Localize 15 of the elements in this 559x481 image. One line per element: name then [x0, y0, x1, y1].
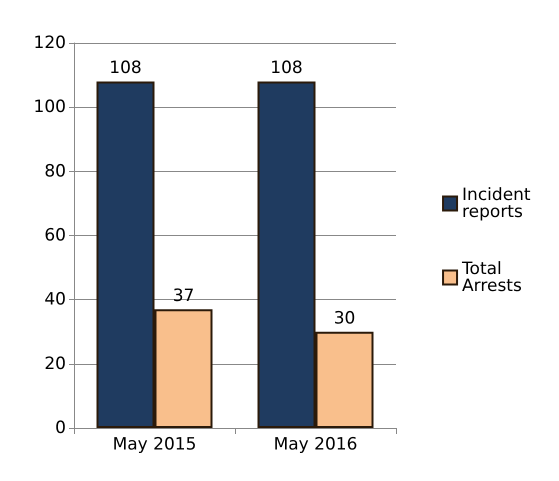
- data-label: 108: [270, 58, 303, 78]
- y-tick-label: 60: [44, 226, 66, 246]
- data-label: 37: [172, 286, 194, 306]
- y-tick-label: 20: [44, 354, 66, 374]
- data-label: 30: [334, 308, 356, 328]
- y-tick-label: 40: [44, 290, 66, 310]
- y-tick-label: 0: [55, 418, 66, 438]
- data-label: 108: [109, 58, 142, 78]
- legend-label: Incident reports: [462, 185, 536, 222]
- y-tick-label: 80: [44, 161, 66, 182]
- x-tick-label: May 2016: [274, 434, 358, 454]
- y-tick-label: 120: [34, 33, 66, 53]
- x-tick-label: May 2015: [112, 434, 196, 454]
- y-tick-label: 100: [34, 97, 66, 118]
- legend-label: Total Arrests: [461, 259, 522, 296]
